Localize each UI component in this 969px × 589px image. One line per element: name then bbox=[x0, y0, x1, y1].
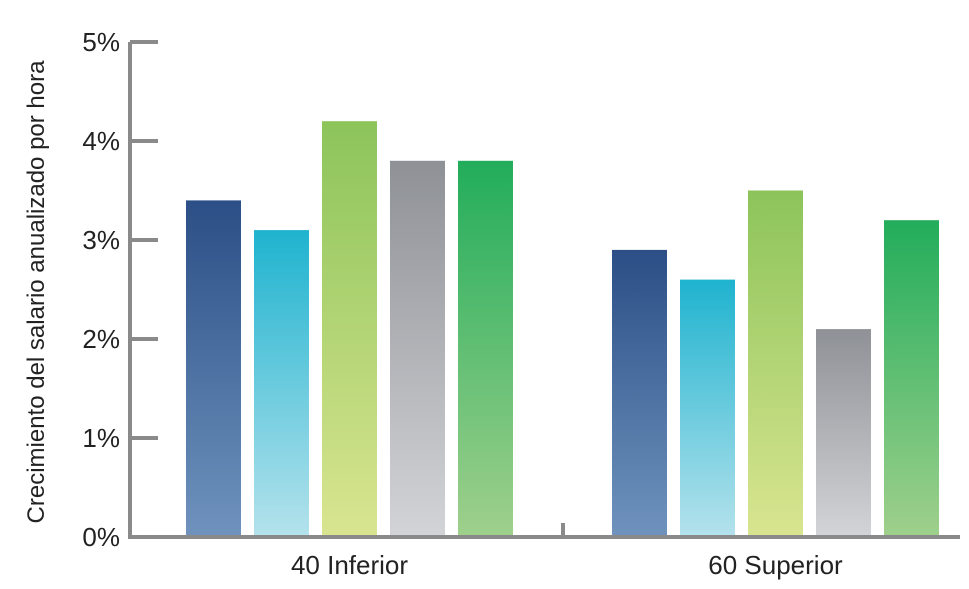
bar bbox=[748, 190, 803, 537]
bar bbox=[390, 160, 445, 538]
axis-layer bbox=[128, 42, 960, 539]
y-tick-label: 2% bbox=[82, 324, 120, 354]
y-ticks: 0% 1% 2% 3% 4% 5% bbox=[82, 27, 565, 552]
y-tick-label: 3% bbox=[82, 225, 120, 255]
y-tick-label: 5% bbox=[82, 27, 120, 57]
y-tick-label: 4% bbox=[82, 126, 120, 156]
x-category-labels: 40 Inferior 60 Superior bbox=[291, 550, 843, 580]
x-category-label: 60 Superior bbox=[708, 550, 843, 580]
bars-layer bbox=[186, 121, 939, 538]
y-tick-label: 1% bbox=[82, 423, 120, 453]
y-tick-label: 0% bbox=[82, 522, 120, 552]
bar bbox=[680, 279, 735, 537]
bar bbox=[186, 200, 241, 537]
bar bbox=[612, 249, 667, 537]
y-axis-title: Crecimiento del salario anualizado por h… bbox=[23, 60, 50, 524]
bar bbox=[884, 220, 939, 537]
x-category-label: 40 Inferior bbox=[291, 550, 408, 580]
bar bbox=[254, 230, 309, 537]
bar bbox=[816, 329, 871, 537]
bar bbox=[458, 160, 513, 538]
bar bbox=[322, 121, 377, 537]
